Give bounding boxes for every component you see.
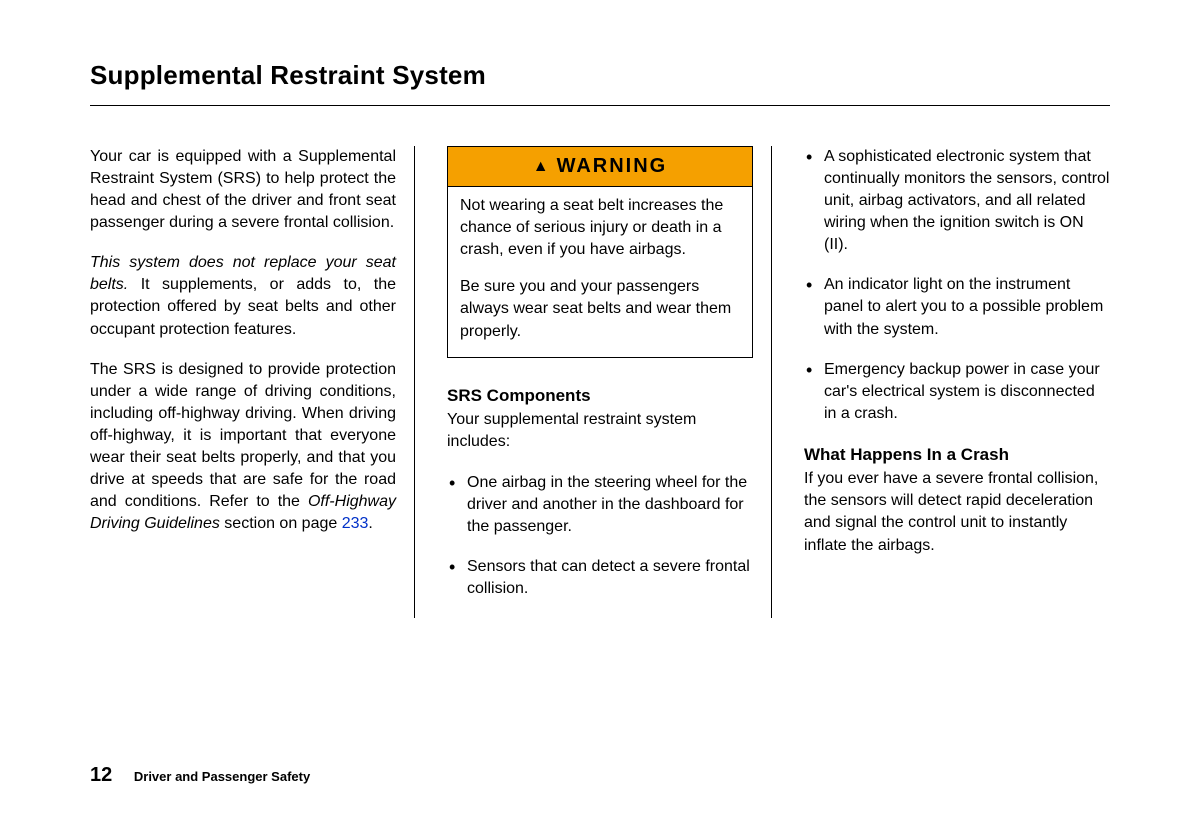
list-item: Sensors that can detect a severe frontal… <box>447 556 753 600</box>
section-name: Driver and Passenger Safety <box>134 769 310 784</box>
srs-components-list: One airbag in the steering wheel for the… <box>447 472 753 600</box>
warning-box: ▲ WARNING Not wearing a seat belt increas… <box>447 146 753 358</box>
srs-components-lead: Your supplemental restraint system inclu… <box>447 409 753 453</box>
seatbelt-rest: It supplements, or adds to, the protecti… <box>90 276 396 337</box>
column-1: Your car is equipped with a Supple­menta… <box>90 146 415 618</box>
warning-p1: Not wearing a seat belt increases the ch… <box>460 195 740 262</box>
warning-p2: Be sure you and your passengers always w… <box>460 276 740 343</box>
offhighway-text-b: section on page <box>220 515 342 532</box>
list-item: One airbag in the steering wheel for the… <box>447 472 753 538</box>
intro-paragraph: Your car is equipped with a Supple­menta… <box>90 146 396 234</box>
list-item: A sophisticated electronic system that c… <box>804 146 1110 256</box>
offhighway-paragraph: The SRS is designed to provide protectio… <box>90 359 396 536</box>
offhighway-text-c: . <box>368 515 372 532</box>
warning-label: WARNING <box>557 155 668 177</box>
list-item: Emergency backup power in case your car'… <box>804 359 1110 425</box>
column-3: A sophisticated electronic system that c… <box>798 146 1110 618</box>
column-2: ▲ WARNING Not wearing a seat belt increas… <box>441 146 772 618</box>
srs-components-heading: SRS Components <box>447 384 753 407</box>
srs-components-list-cont: A sophisticated electronic system that c… <box>804 146 1110 425</box>
page-footer: 12 Driver and Passenger Safety <box>90 764 310 787</box>
crash-heading: What Happens In a Crash <box>804 443 1110 466</box>
page-number: 12 <box>90 764 112 786</box>
seatbelt-paragraph: This system does not replace your seat b… <box>90 252 396 340</box>
warning-triangle-icon: ▲ <box>533 156 551 178</box>
list-item: An indicator light on the instru­ment pa… <box>804 274 1110 340</box>
warning-body: Not wearing a seat belt increases the ch… <box>448 187 752 357</box>
warning-header: ▲ WARNING <box>448 147 752 187</box>
page-link-233[interactable]: 233 <box>342 515 369 532</box>
offhighway-text-a: The SRS is designed to provide protectio… <box>90 361 396 510</box>
page-title: Supplemental Restraint System <box>90 60 1110 106</box>
content-columns: Your car is equipped with a Supple­menta… <box>90 146 1110 618</box>
crash-paragraph: If you ever have a severe frontal collis… <box>804 468 1110 556</box>
